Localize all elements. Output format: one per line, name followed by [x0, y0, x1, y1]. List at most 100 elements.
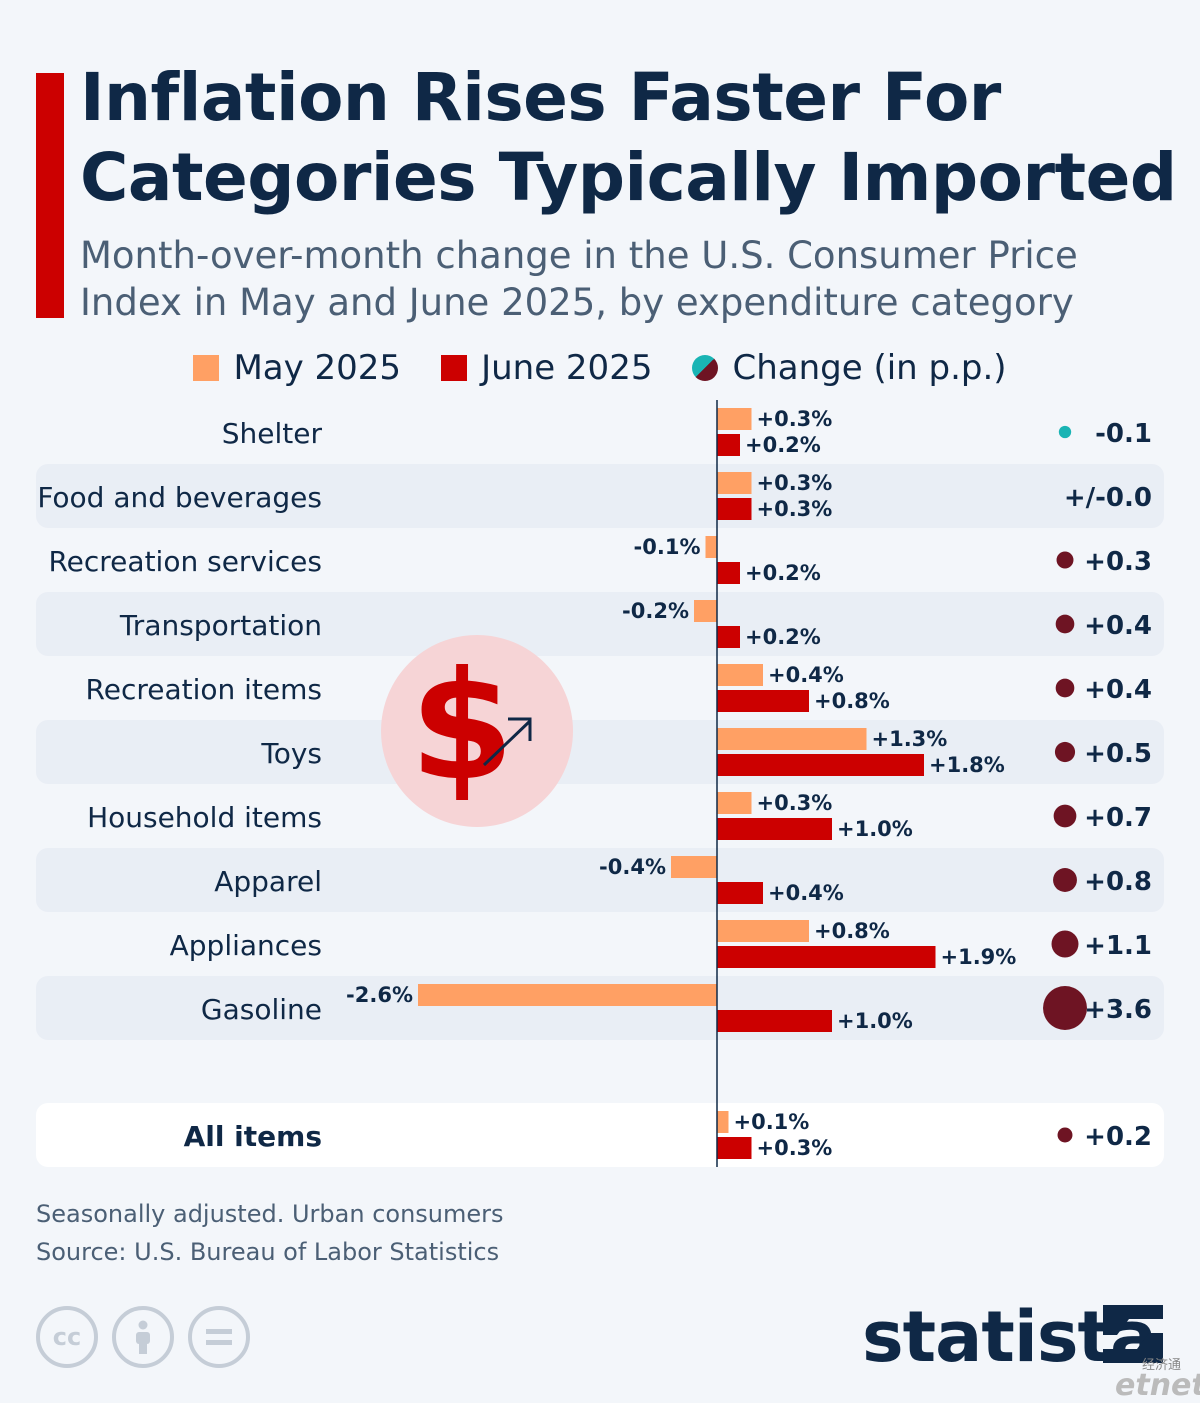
category-label-shelter: Shelter: [222, 417, 323, 450]
change-bubble-household-items: [1053, 804, 1077, 828]
label-may-toys: +1.3%: [872, 727, 948, 751]
bar-june-household-items: [717, 818, 832, 840]
bar-june-toys: [717, 754, 924, 776]
bar-june-all-items: [717, 1137, 752, 1159]
change-label-recreation-services: +0.3: [1084, 547, 1152, 577]
dollar-rising-arrow-icon: $: [381, 635, 573, 827]
row-bg-all-items: [36, 1103, 1164, 1167]
change-bubble-transportation: [1055, 614, 1075, 634]
row-bg-apparel: [36, 848, 1164, 912]
label-may-recreation-services: -0.1%: [634, 535, 701, 559]
bar-june-transportation: [717, 626, 740, 648]
bar-may-all-items: [717, 1111, 729, 1133]
license-icons: cc: [36, 1306, 264, 1368]
change-label-gasoline: +3.6: [1084, 995, 1152, 1025]
category-label-household-items: Household items: [87, 801, 322, 834]
category-label-apparel: Apparel: [214, 865, 322, 898]
legend-item-change: Change (in p.p.): [692, 348, 1007, 388]
change-bubble-gasoline: [1043, 986, 1087, 1030]
label-june-toys: +1.8%: [929, 753, 1005, 777]
change-label-food-and-beverages: +/-0.0: [1064, 483, 1152, 513]
change-bubble-all-items: [1057, 1127, 1073, 1143]
label-june-transportation: +0.2%: [745, 625, 821, 649]
cc-icon[interactable]: cc: [36, 1306, 98, 1368]
bar-june-gasoline: [717, 1010, 832, 1032]
label-june-recreation-items: +0.8%: [814, 689, 890, 713]
change-label-all-items: +0.2: [1084, 1122, 1152, 1152]
label-may-appliances: +0.8%: [814, 919, 890, 943]
category-label-all-items: All items: [184, 1120, 322, 1153]
label-may-transportation: -0.2%: [622, 599, 689, 623]
label-may-household-items: +0.3%: [757, 791, 833, 815]
partner-logo-subtext: 经济通: [1142, 1358, 1182, 1373]
footnote-note: Seasonally adjusted. Urban consumers: [36, 1200, 504, 1228]
change-label-apparel: +0.8: [1084, 867, 1152, 897]
label-may-recreation-items: +0.4%: [768, 663, 844, 687]
label-june-apparel: +0.4%: [768, 881, 844, 905]
bar-may-food-and-beverages: [717, 472, 752, 494]
statista-logo-icon: [1103, 1305, 1163, 1363]
change-bubble-toys: [1054, 741, 1076, 763]
category-label-toys: Toys: [260, 737, 322, 770]
label-june-food-and-beverages: +0.3%: [757, 497, 833, 521]
legend-item-june: June 2025: [441, 348, 652, 388]
bar-june-apparel: [717, 882, 763, 904]
bar-june-appliances: [717, 946, 936, 968]
category-label-recreation-services: Recreation services: [48, 545, 322, 578]
category-label-transportation: Transportation: [119, 609, 322, 642]
attribution-icon[interactable]: [112, 1306, 174, 1368]
category-label-appliances: Appliances: [170, 929, 322, 962]
chart-title: Inflation Rises Faster For Categories Ty…: [80, 59, 1177, 216]
legend-swatch-change: [692, 355, 719, 381]
bar-may-transportation: [694, 600, 717, 622]
label-june-shelter: +0.2%: [745, 433, 821, 457]
legend-label-may: May 2025: [233, 348, 402, 388]
chart-subtitle: Month-over-month change in the U.S. Cons…: [80, 234, 1078, 324]
label-june-appliances: +1.9%: [941, 945, 1017, 969]
bar-june-food-and-beverages: [717, 498, 752, 520]
category-label-gasoline: Gasoline: [201, 993, 322, 1026]
label-june-all-items: +0.3%: [757, 1136, 833, 1160]
title-accent-bar: [36, 73, 64, 318]
bar-june-recreation-items: [717, 690, 809, 712]
legend-item-may: May 2025: [193, 348, 401, 388]
change-label-transportation: +0.4: [1084, 611, 1152, 641]
label-may-apparel: -0.4%: [599, 855, 666, 879]
bar-may-recreation-services: [705, 536, 717, 558]
row-bg-food-and-beverages: [36, 464, 1164, 528]
label-may-gasoline: -2.6%: [346, 983, 413, 1007]
label-june-recreation-services: +0.2%: [745, 561, 821, 585]
row-bg-transportation: [36, 592, 1164, 656]
legend: May 2025 June 2025 Change (in p.p.): [0, 348, 1200, 388]
change-bubble-apparel: [1053, 868, 1077, 892]
bar-may-shelter: [717, 408, 752, 430]
label-may-shelter: +0.3%: [757, 407, 833, 431]
change-label-recreation-items: +0.4: [1084, 675, 1152, 705]
bar-may-appliances: [717, 920, 809, 942]
label-may-food-and-beverages: +0.3%: [757, 471, 833, 495]
bar-may-apparel: [671, 856, 717, 878]
bar-may-recreation-items: [717, 664, 763, 686]
bar-june-recreation-services: [717, 562, 740, 584]
change-label-shelter: -0.1: [1095, 419, 1152, 449]
legend-label-change: Change (in p.p.): [732, 348, 1007, 388]
footnote-source: Source: U.S. Bureau of Labor Statistics: [36, 1238, 500, 1266]
no-derivatives-icon[interactable]: [188, 1306, 250, 1368]
row-bg-gasoline: [36, 976, 1164, 1040]
bar-may-household-items: [717, 792, 752, 814]
bar-june-shelter: [717, 434, 740, 456]
change-bubble-appliances: [1051, 930, 1079, 958]
change-label-toys: +0.5: [1084, 739, 1152, 769]
category-label-food-and-beverages: Food and beverages: [37, 481, 322, 514]
partner-logo: etnet: [1115, 1368, 1200, 1403]
label-june-household-items: +1.0%: [837, 817, 913, 841]
change-label-appliances: +1.1: [1084, 931, 1152, 961]
category-label-recreation-items: Recreation items: [86, 673, 322, 706]
legend-label-june: June 2025: [481, 348, 653, 388]
legend-swatch-may: [193, 355, 220, 381]
bar-may-toys: [717, 728, 867, 750]
bar-may-gasoline: [418, 984, 717, 1006]
change-bubble-recreation-items: [1055, 678, 1075, 698]
svg-text:$: $: [410, 640, 514, 814]
